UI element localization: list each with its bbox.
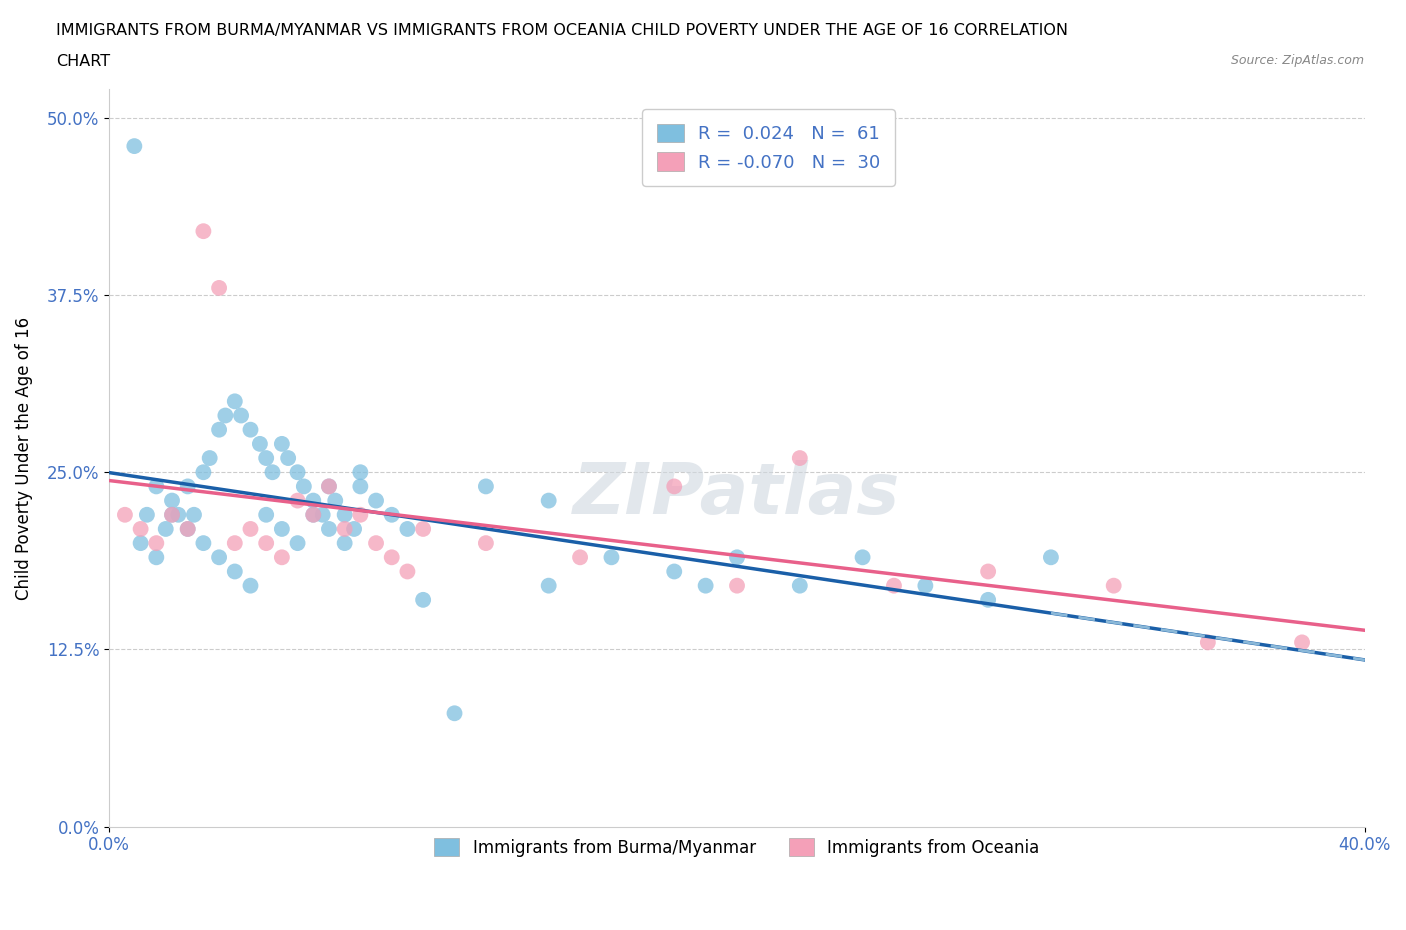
Point <box>695 578 717 593</box>
Point <box>364 493 387 508</box>
Point <box>129 522 152 537</box>
Point <box>1291 635 1313 650</box>
Point <box>160 493 183 508</box>
Point <box>349 508 371 523</box>
Text: CHART: CHART <box>56 54 110 69</box>
Point <box>177 522 200 537</box>
Point <box>914 578 936 593</box>
Point <box>569 550 592 565</box>
Point <box>1039 550 1062 565</box>
Point <box>977 592 1000 607</box>
Point <box>302 493 325 508</box>
Point <box>177 479 200 494</box>
Text: Source: ZipAtlas.com: Source: ZipAtlas.com <box>1230 54 1364 67</box>
Point <box>287 536 309 551</box>
Point <box>725 550 748 565</box>
Point <box>381 508 404 523</box>
Point <box>412 592 434 607</box>
Point <box>145 550 167 565</box>
Point <box>224 394 246 409</box>
Point <box>381 550 404 565</box>
Y-axis label: Child Poverty Under the Age of 16: Child Poverty Under the Age of 16 <box>15 316 32 600</box>
Point <box>312 508 335 523</box>
Point <box>1102 578 1125 593</box>
Point <box>124 139 146 153</box>
Point <box>254 508 277 523</box>
Point <box>114 508 136 523</box>
Point <box>443 706 465 721</box>
Point <box>396 564 419 578</box>
Point <box>167 508 190 523</box>
Point <box>412 522 434 537</box>
Point <box>664 479 686 494</box>
Point <box>249 436 271 451</box>
Point <box>239 522 262 537</box>
Point <box>160 508 183 523</box>
Point <box>239 578 262 593</box>
Legend: Immigrants from Burma/Myanmar, Immigrants from Oceania: Immigrants from Burma/Myanmar, Immigrant… <box>420 825 1053 870</box>
Point <box>145 479 167 494</box>
Point <box>475 536 498 551</box>
Point <box>270 436 292 451</box>
Point <box>364 536 387 551</box>
Point <box>183 508 205 523</box>
Point <box>254 536 277 551</box>
Point <box>977 564 1000 578</box>
Point <box>224 536 246 551</box>
Point <box>537 493 560 508</box>
Point <box>537 578 560 593</box>
Point <box>155 522 177 537</box>
Point <box>224 564 246 578</box>
Point <box>214 408 236 423</box>
Point <box>208 550 231 565</box>
Point <box>333 522 356 537</box>
Point <box>287 493 309 508</box>
Point <box>302 508 325 523</box>
Text: IMMIGRANTS FROM BURMA/MYANMAR VS IMMIGRANTS FROM OCEANIA CHILD POVERTY UNDER THE: IMMIGRANTS FROM BURMA/MYANMAR VS IMMIGRA… <box>56 23 1069 38</box>
Point <box>254 451 277 466</box>
Point <box>229 408 252 423</box>
Point <box>318 522 340 537</box>
Point <box>160 508 183 523</box>
Point <box>349 465 371 480</box>
Point <box>129 536 152 551</box>
Point <box>664 564 686 578</box>
Point <box>145 536 167 551</box>
Point <box>193 224 215 239</box>
Point <box>193 465 215 480</box>
Point <box>208 422 231 437</box>
Point <box>343 522 366 537</box>
Point <box>302 508 325 523</box>
Text: ZIPatlas: ZIPatlas <box>574 460 901 529</box>
Point <box>193 536 215 551</box>
Point <box>135 508 157 523</box>
Point <box>475 479 498 494</box>
Point <box>789 578 811 593</box>
Point <box>270 522 292 537</box>
Point <box>323 493 346 508</box>
Point <box>883 578 905 593</box>
Point <box>277 451 299 466</box>
Point <box>198 451 221 466</box>
Point <box>208 281 231 296</box>
Point <box>396 522 419 537</box>
Point <box>852 550 875 565</box>
Point <box>177 522 200 537</box>
Point <box>600 550 623 565</box>
Point <box>349 479 371 494</box>
Point <box>333 508 356 523</box>
Point <box>270 550 292 565</box>
Point <box>262 465 284 480</box>
Point <box>789 451 811 466</box>
Point <box>318 479 340 494</box>
Point <box>287 465 309 480</box>
Point <box>318 479 340 494</box>
Point <box>1197 635 1219 650</box>
Point <box>292 479 315 494</box>
Point <box>239 422 262 437</box>
Point <box>725 578 748 593</box>
Point <box>333 536 356 551</box>
